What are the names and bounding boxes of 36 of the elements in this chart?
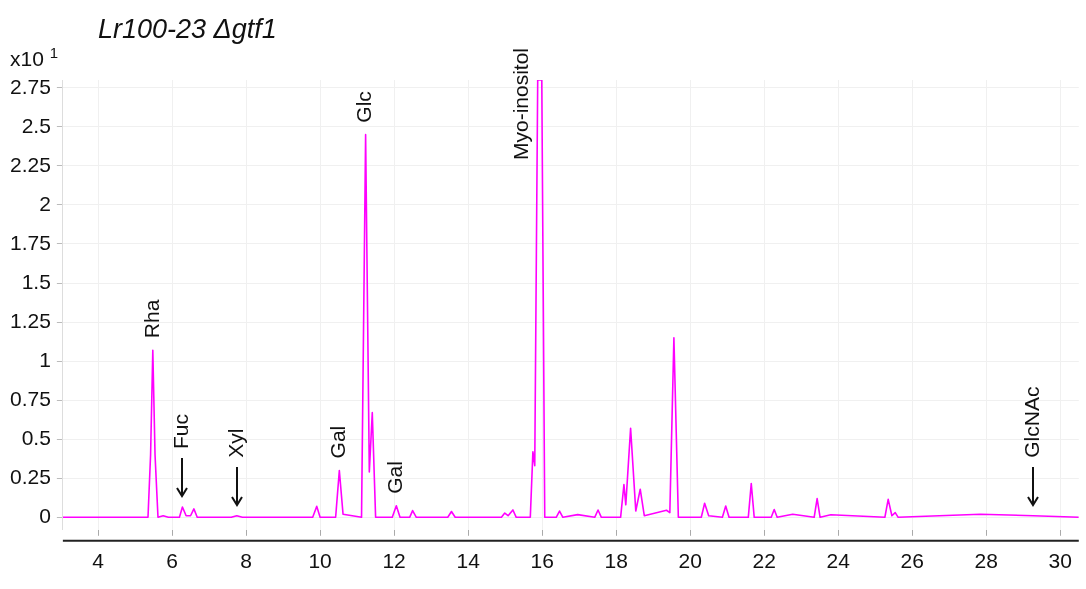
x-tick-label: 24 — [826, 549, 851, 573]
y-tick-label: 2 — [39, 191, 51, 215]
y-tick-label: 1 — [39, 347, 51, 371]
y-tick-label: 0.5 — [21, 426, 51, 450]
x-tick-label: 10 — [308, 549, 332, 573]
y-tick-label: 0.25 — [10, 465, 51, 489]
annotation: Xyl — [223, 428, 247, 458]
x-tick-label: 18 — [604, 549, 628, 573]
y-tick-label: 1.75 — [10, 230, 51, 254]
annotation: Glc — [352, 91, 376, 123]
annotation: Myo-inositol — [509, 47, 533, 160]
x-tick-label: 30 — [1048, 549, 1072, 573]
y-tick-label: 0 — [39, 504, 51, 528]
annotation: Gal — [326, 425, 350, 459]
x-tick-label: 20 — [678, 549, 702, 573]
annotation: Gal — [383, 461, 407, 494]
x-tick-label: 4 — [92, 549, 105, 573]
annotation: Rha — [139, 299, 163, 339]
y-tick-label: 0.75 — [10, 386, 51, 410]
y-tick-label: 1.25 — [10, 308, 51, 332]
y-tick-label: 2.5 — [21, 113, 51, 137]
x-tick-label: 16 — [530, 549, 554, 573]
y-tick-label: 2.75 — [10, 74, 51, 98]
y-tick-label: 1.5 — [21, 269, 51, 293]
annotation: GlcNAc — [1020, 386, 1044, 458]
annotation: Fuc — [169, 413, 193, 449]
x-tick-label: 14 — [456, 549, 481, 573]
x-tick-label: 22 — [752, 549, 776, 573]
y-tick-label: 2.25 — [10, 152, 51, 176]
x-tick-label: 26 — [900, 549, 924, 573]
x-tick-label: 12 — [382, 549, 406, 573]
y-axis-title: x10 $^{1}$ — [10, 44, 59, 71]
x-tick-label: 28 — [974, 549, 998, 573]
x-tick-label: 6 — [166, 549, 178, 573]
x-tick-label: 8 — [240, 549, 252, 573]
chart-title: Lr100-23 Δgtf1 — [98, 14, 277, 45]
